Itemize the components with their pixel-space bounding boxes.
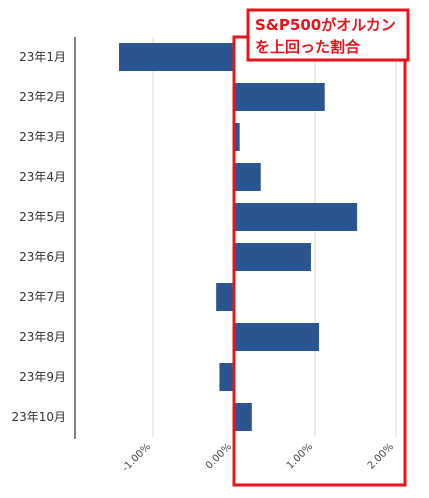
category-label-9: 23年9月 bbox=[19, 370, 66, 384]
bar-2 bbox=[234, 83, 325, 111]
x-tick-label-3: 2.00% bbox=[366, 441, 396, 471]
category-label-4: 23年4月 bbox=[19, 170, 66, 184]
category-label-1: 23年1月 bbox=[19, 50, 66, 64]
bar-1 bbox=[118, 43, 234, 71]
bar-8 bbox=[234, 323, 320, 351]
category-label-5: 23年5月 bbox=[19, 210, 66, 224]
x-tick-label-2: 1.00% bbox=[285, 441, 315, 471]
x-tick-label-0: -1.00% bbox=[120, 441, 153, 474]
bar-6 bbox=[234, 243, 311, 271]
bar-4 bbox=[234, 163, 261, 191]
bar-10 bbox=[234, 403, 252, 431]
category-label-10: 23年10月 bbox=[11, 410, 66, 424]
bar-3 bbox=[234, 123, 240, 151]
category-label-3: 23年3月 bbox=[19, 130, 66, 144]
x-tick-labels: -1.00% 0.00% 1.00% 2.00% bbox=[120, 441, 396, 474]
callout-box bbox=[246, 8, 410, 62]
category-label-2: 23年2月 bbox=[19, 90, 66, 104]
bar-9 bbox=[219, 363, 234, 391]
bars bbox=[118, 43, 358, 431]
callout-line-2: を上回った割合 bbox=[255, 38, 361, 56]
category-label-6: 23年6月 bbox=[19, 250, 66, 264]
callout-line-1: S&P500がオルカン bbox=[255, 16, 396, 34]
category-labels: 23年1月 23年2月 23年3月 23年4月 23年5月 23年6月 23年7月 23年8月… bbox=[11, 50, 66, 424]
category-label-8: 23年8月 bbox=[19, 330, 66, 344]
bar-7 bbox=[216, 283, 234, 311]
bar-5 bbox=[234, 203, 358, 231]
category-label-7: 23年7月 bbox=[19, 290, 66, 304]
x-tick-label-1: 0.00% bbox=[204, 441, 234, 471]
